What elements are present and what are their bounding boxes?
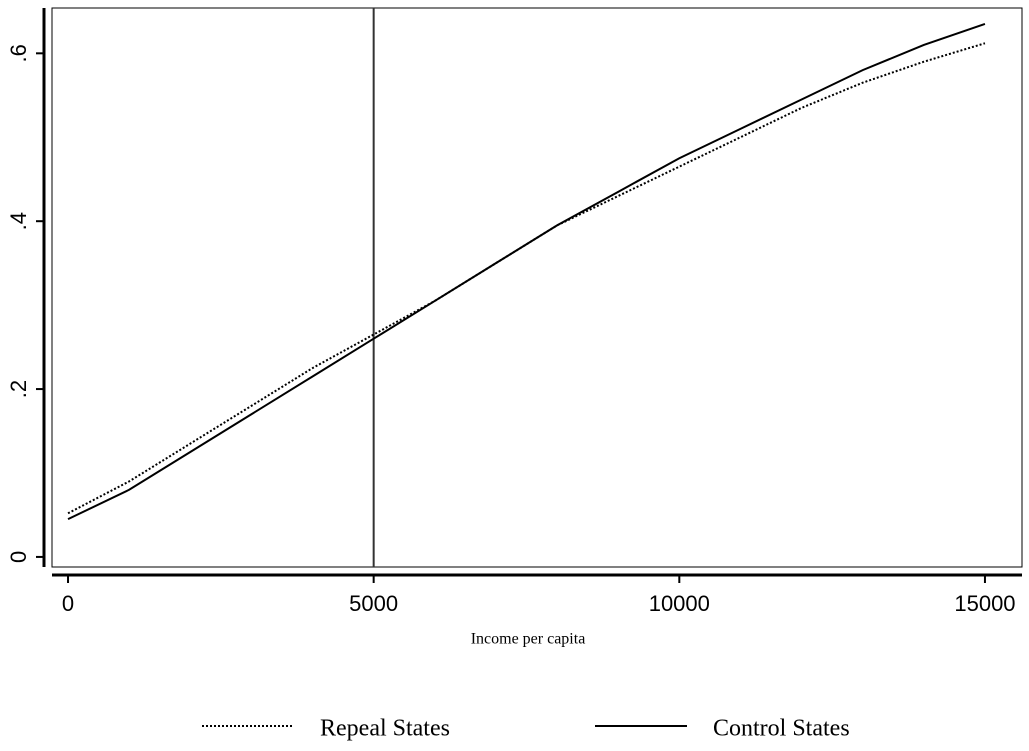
y-tick-label: .4 xyxy=(6,212,31,230)
series-line xyxy=(67,23,986,521)
x-tick-label: 0 xyxy=(62,591,74,616)
x-tick-label: 15000 xyxy=(954,591,1015,616)
x-tick-label: 5000 xyxy=(349,591,398,616)
y-tick-label: .2 xyxy=(6,380,31,398)
y-tick-label: 0 xyxy=(6,551,31,563)
plot-frame xyxy=(51,7,1023,568)
legend-label: Repeal States xyxy=(320,716,450,742)
legend-label: Control States xyxy=(713,716,850,742)
x-tick-label: 10000 xyxy=(649,591,710,616)
y-tick-label: .6 xyxy=(6,44,31,62)
x-axis-label: Income per capita xyxy=(471,631,586,648)
series-line xyxy=(67,42,986,515)
